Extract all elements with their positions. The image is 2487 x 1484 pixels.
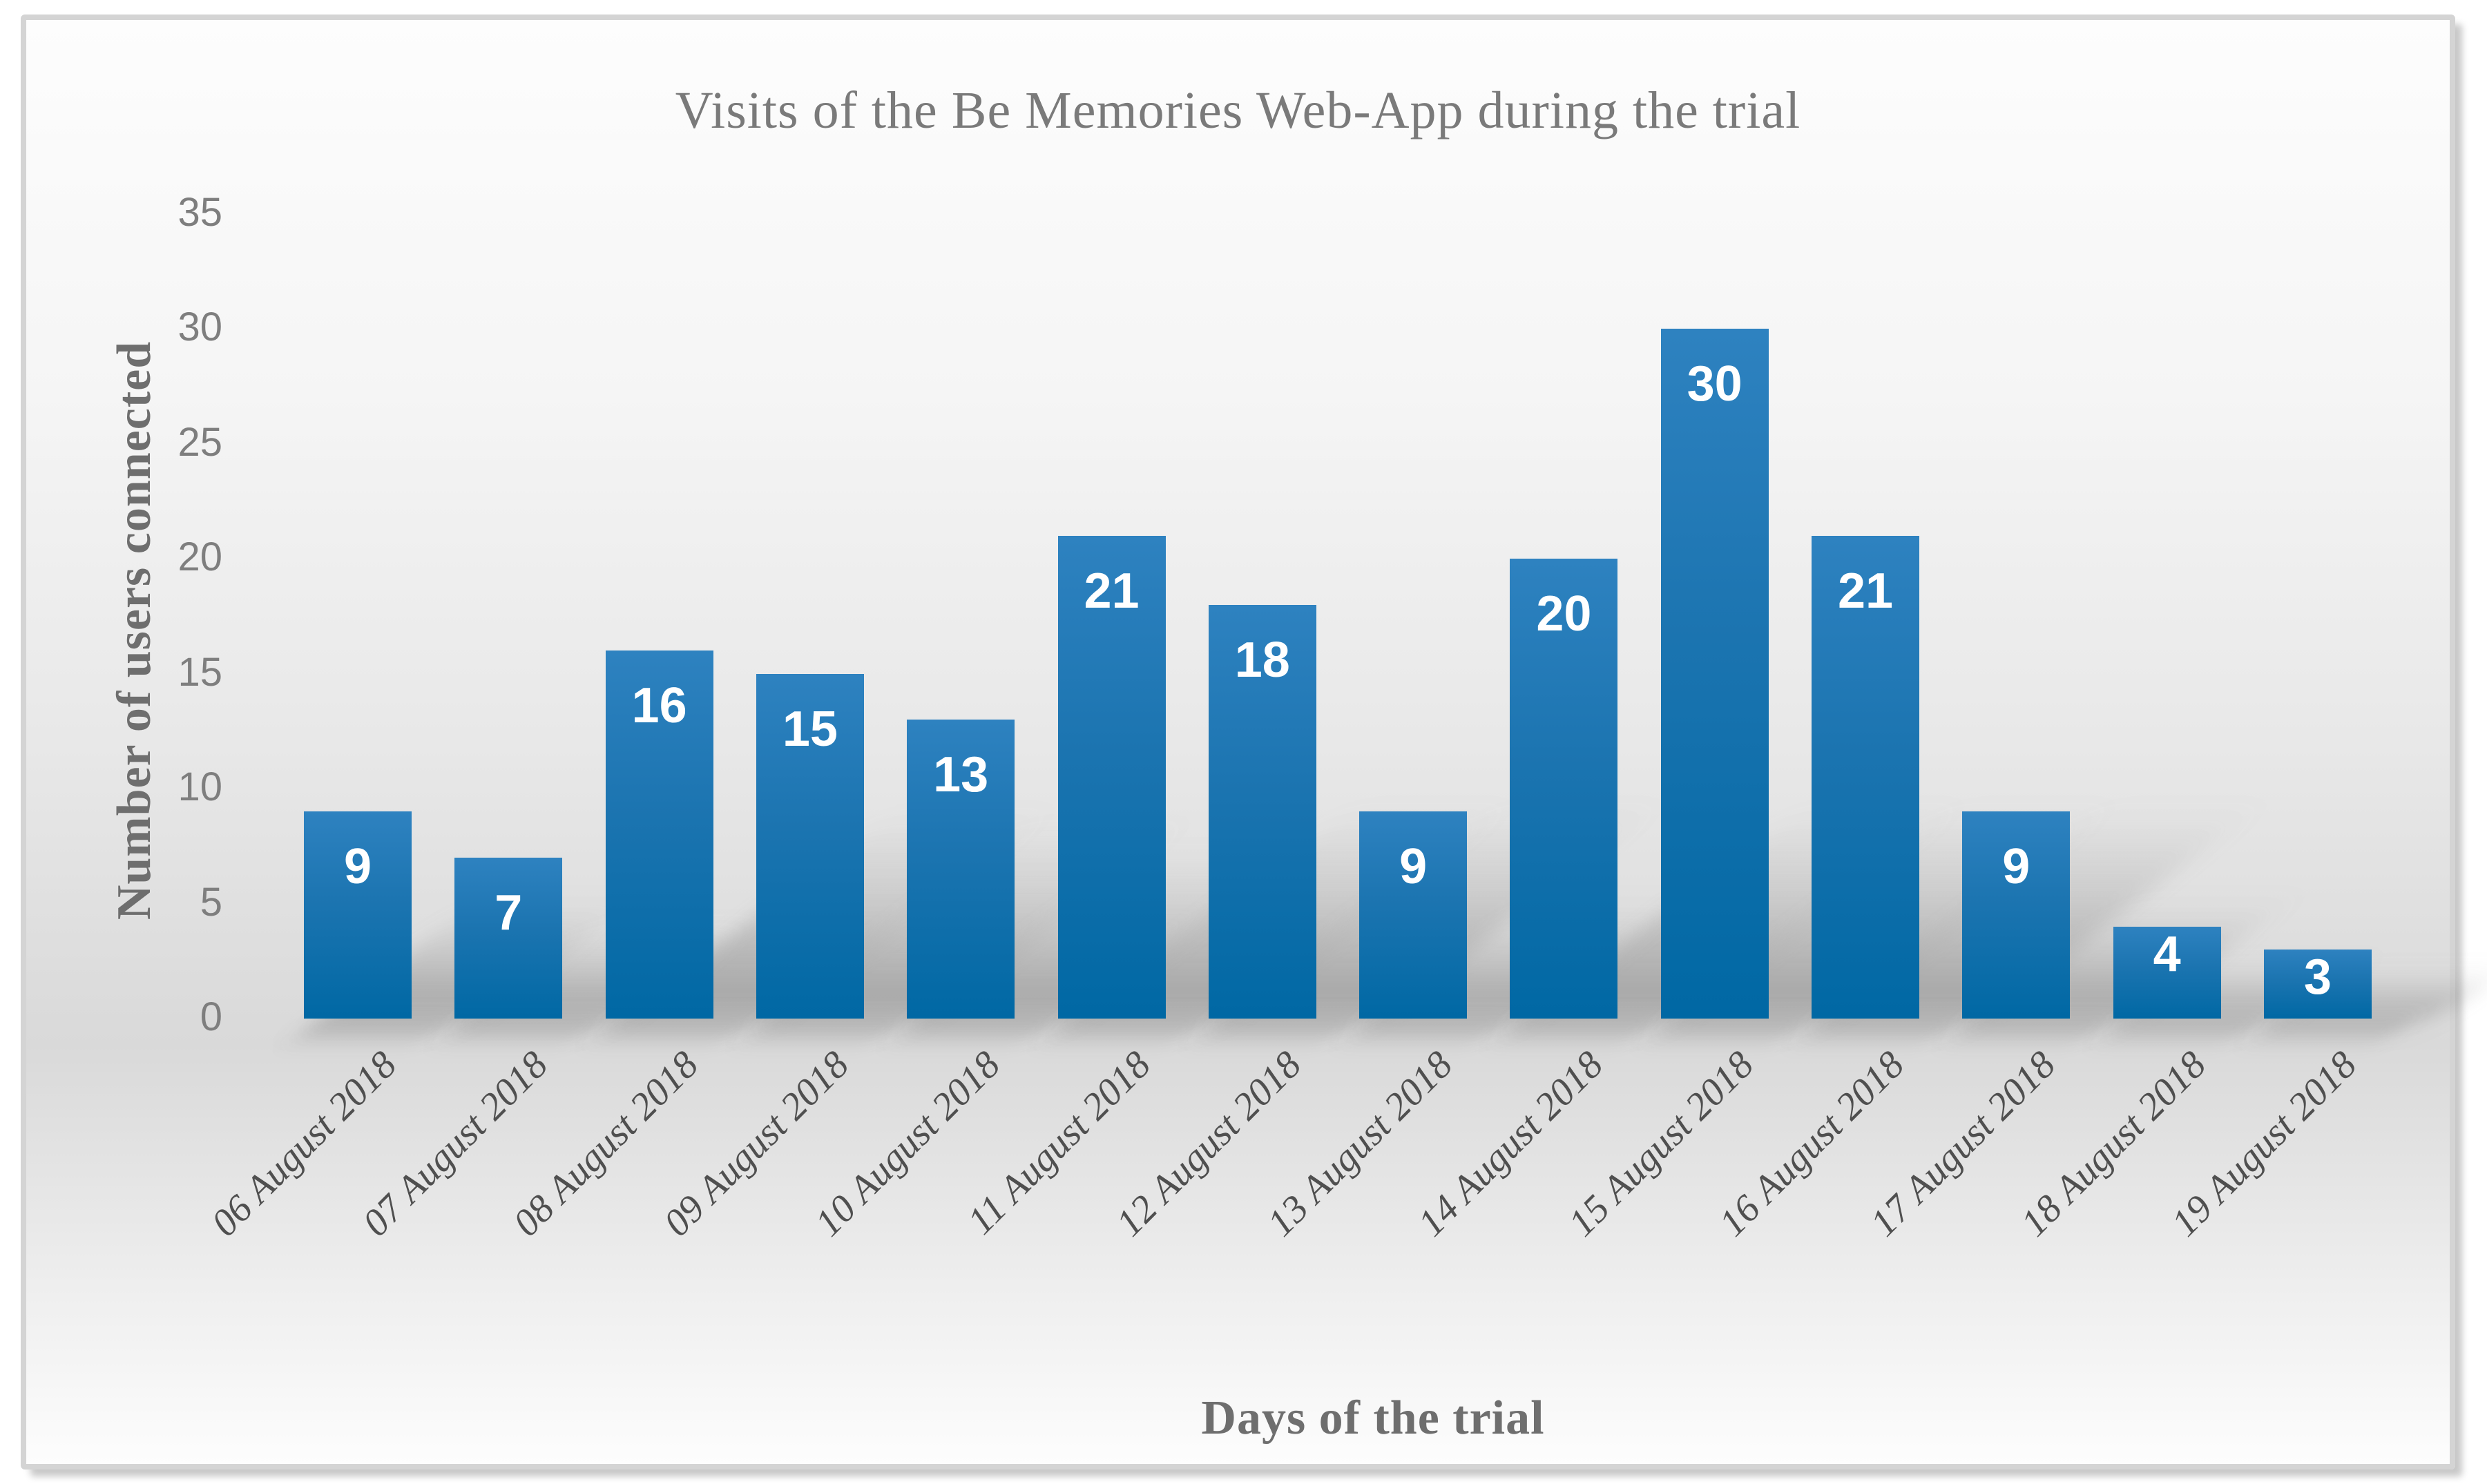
bar-undershadow: [1053, 1020, 1203, 1037]
bar-value-label: 9: [343, 839, 372, 894]
bar-18 August 2018: 4: [2113, 927, 2221, 1019]
bar-value-label: 7: [494, 885, 523, 941]
bar-14 August 2018: 20: [1510, 559, 1618, 1019]
bar-undershadow: [1807, 1020, 1957, 1037]
y-tick-label: 25: [177, 419, 222, 465]
bar-15 August 2018: 30: [1660, 329, 1769, 1019]
bar-19 August 2018: 3: [2263, 950, 2372, 1019]
y-tick-label: 30: [177, 304, 222, 349]
bar-undershadow: [450, 1020, 600, 1037]
bar-value-label: 16: [631, 678, 687, 733]
bar-value-label: 21: [1084, 563, 1140, 619]
bar-undershadow: [903, 1020, 1053, 1037]
x-axis-title: Days of the trial: [26, 1391, 2487, 1446]
bar-08 August 2018: 16: [605, 651, 713, 1019]
bar-12 August 2018: 18: [1208, 605, 1316, 1019]
y-tick-label: 35: [177, 189, 222, 235]
bar-value-label: 9: [2002, 839, 2030, 894]
bar-undershadow: [2259, 1020, 2409, 1037]
bar-10 August 2018: 13: [907, 720, 1015, 1019]
bar-undershadow: [2109, 1020, 2258, 1037]
y-tick-label: 20: [177, 534, 222, 579]
bar-value-label: 9: [1399, 839, 1428, 894]
bar-11 August 2018: 21: [1057, 536, 1166, 1019]
bar-undershadow: [1656, 1020, 1806, 1037]
chart-frame: Visits of the Be Memories Web-App during…: [21, 15, 2487, 1469]
bar-undershadow: [1506, 1020, 1655, 1037]
bar-undershadow: [1355, 1020, 1505, 1037]
bar-value-label: 20: [1536, 586, 1592, 642]
bar-17 August 2018: 9: [1962, 811, 2071, 1019]
bar-value-label: 4: [2153, 927, 2181, 982]
bar-13 August 2018: 9: [1359, 811, 1468, 1019]
bar-16 August 2018: 21: [1812, 536, 1919, 1019]
bar-value-label: 15: [782, 702, 838, 757]
bar-value-label: 3: [2303, 950, 2332, 1005]
y-tick-label: 0: [200, 994, 222, 1039]
bar-09 August 2018: 15: [756, 674, 864, 1019]
bar-undershadow: [751, 1020, 901, 1037]
chart-title: Visits of the Be Memories Web-App during…: [675, 81, 1801, 139]
y-tick-label: 5: [200, 879, 222, 925]
bar-undershadow: [601, 1020, 751, 1037]
bar-06 August 2018: 9: [304, 811, 412, 1019]
bar-undershadow: [1958, 1020, 2108, 1037]
bar-undershadow: [1204, 1020, 1354, 1037]
bar-value-label: 30: [1687, 356, 1742, 412]
bar-07 August 2018: 7: [454, 858, 563, 1019]
x-axis-title-text: Days of the trial: [1201, 1391, 1545, 1445]
y-axis-title-text: Number of users connected: [108, 340, 161, 921]
y-tick-label: 15: [177, 649, 222, 695]
bar-value-label: 13: [933, 747, 989, 802]
bar-value-label: 21: [1837, 563, 1894, 619]
y-tick-label: 10: [177, 764, 222, 809]
bar-value-label: 18: [1234, 633, 1290, 688]
bar-undershadow: [300, 1020, 449, 1037]
